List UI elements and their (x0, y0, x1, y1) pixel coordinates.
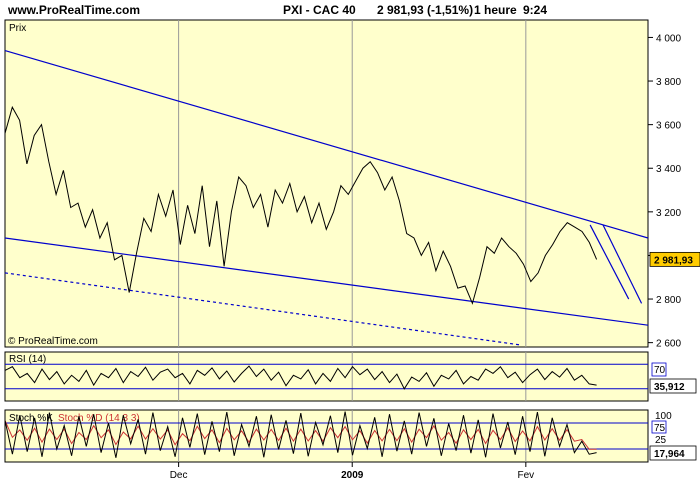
x-tick-label: 2009 (341, 470, 364, 481)
rsi-last-value-badge (649, 378, 697, 394)
watermark-text: © ProRealTime.com (8, 336, 98, 347)
price-change-label: 2 981,93 (-1,51%) (377, 3, 473, 17)
stoch-level-75-label: 75 (654, 423, 666, 434)
stoch-level-lines (5, 422, 648, 450)
rsi-level-70-box (651, 362, 667, 377)
price-tick-label: 3 600 (656, 121, 681, 132)
trendline (4, 272, 520, 346)
rsi-level-70-label: 70 (654, 365, 666, 376)
timeframe-label: 1 heure (474, 3, 517, 17)
stoch-level-100-label: 100 (655, 411, 672, 422)
price-tick-label: 3 200 (656, 208, 681, 219)
stoch-legend: Stoch %D (14 3 3) (58, 413, 140, 424)
instrument-label: PXI - CAC 40 (283, 3, 356, 17)
rsi-last-value: 35,912 (654, 382, 685, 393)
trendlines (4, 49, 649, 346)
x-axis: Dec 2009 Fev (170, 462, 534, 481)
trendline (4, 49, 649, 239)
site-url: www.ProRealTime.com (7, 3, 140, 17)
time-label: 9:24 (523, 3, 547, 17)
rsi-panel-title: RSI (14) (9, 354, 46, 365)
price-series-line (4, 105, 598, 305)
trendline (589, 224, 630, 300)
stoch-last-value: 17,964 (654, 449, 685, 460)
price-panel-title: Prix (9, 23, 26, 34)
price-tick-label: 2 600 (656, 339, 681, 350)
stoch-level-25-label: 25 (655, 435, 667, 446)
price-last-value: 2 981,93 (654, 255, 693, 266)
price-panel (4, 19, 649, 348)
rsi-level-lines (5, 363, 648, 390)
stoch-panel-title: Stoch %K (9, 413, 53, 424)
rsi-series-line (4, 365, 597, 390)
price-tick-label: 4 000 (656, 33, 681, 44)
price-tick-label: 3 800 (656, 77, 681, 88)
trendline (4, 237, 649, 326)
price-last-value-badge (649, 251, 700, 267)
stoch-last-value-badge (649, 445, 697, 461)
price-tick-label: 3 400 (656, 164, 681, 175)
stoch-k-series-line (4, 411, 597, 458)
x-tick-label: Dec (170, 470, 188, 481)
stoch-panel (4, 409, 649, 463)
price-tick-label: 2 800 (656, 295, 681, 306)
x-tick-label: Fev (517, 470, 534, 481)
stoch-level-75-box (651, 420, 667, 434)
trendline (602, 224, 643, 304)
